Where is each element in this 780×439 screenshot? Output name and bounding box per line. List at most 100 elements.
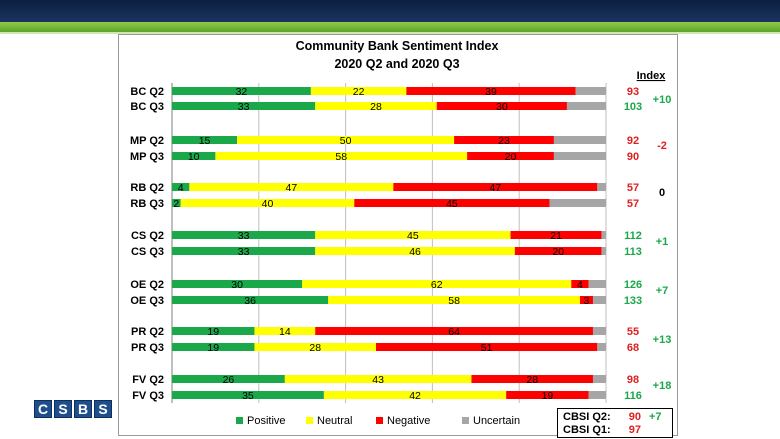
data-label: 2 [173, 198, 179, 210]
bar-segment-neutral [323, 391, 507, 399]
bar-segment-neutral [310, 87, 407, 95]
cbsi-q2-value: 90 [628, 411, 641, 423]
bar-segment-neutral [315, 102, 437, 110]
data-label: 28 [526, 374, 538, 386]
index-value: 93 [627, 86, 639, 98]
header-band [0, 0, 780, 22]
bar-segment-negative [354, 199, 550, 207]
csbs-logo: C S B S [34, 400, 112, 418]
index-header: Index [637, 70, 667, 82]
data-label: 23 [498, 135, 510, 147]
bar-segment-positive [172, 327, 255, 335]
bar-segment-neutral [315, 231, 511, 239]
bar-segment-neutral [180, 199, 355, 207]
bar-segment-neutral [284, 375, 472, 383]
bar-segment-neutral [189, 183, 394, 191]
cbsi-q2-row: CBSI Q2: 90 +7 [563, 411, 662, 424]
data-label: 47 [489, 182, 501, 194]
index-value: 113 [624, 246, 642, 258]
index-value: 116 [624, 390, 642, 402]
logo-letter: C [34, 400, 52, 418]
data-label: 20 [505, 151, 517, 163]
data-label: 64 [448, 326, 460, 338]
data-label: 50 [340, 135, 352, 147]
chart-title: Community Bank Sentiment Index [296, 39, 499, 53]
bar-segment-negative [454, 136, 554, 144]
legend-swatch [376, 417, 383, 424]
data-label: 47 [286, 182, 298, 194]
bar-segment-neutral [328, 296, 580, 304]
index-value: 68 [627, 342, 639, 354]
data-label: 33 [238, 246, 250, 258]
row-label: OE Q3 [130, 295, 164, 307]
legend-label: Uncertain [473, 415, 520, 427]
index-change: +1 [656, 236, 669, 248]
row-label: RB Q3 [130, 198, 164, 210]
data-label: 45 [446, 198, 458, 210]
data-label: 19 [542, 390, 554, 402]
data-label: 58 [448, 295, 460, 307]
data-label: 33 [238, 230, 250, 242]
bar-segment-uncertain [592, 296, 606, 304]
row-label: CS Q2 [131, 230, 164, 242]
data-label: 45 [407, 230, 419, 242]
bar-segment-uncertain [592, 375, 606, 383]
index-value: 57 [627, 198, 639, 210]
data-label: 26 [223, 374, 235, 386]
row-label: BC Q2 [130, 86, 164, 98]
bar-segment-positive [172, 102, 316, 110]
bar-segment-uncertain [588, 280, 606, 288]
cbsi-q1-value: 97 [628, 424, 641, 436]
data-label: 35 [242, 390, 254, 402]
data-label: 40 [262, 198, 274, 210]
data-label: 20 [552, 246, 564, 258]
data-label: 62 [431, 279, 443, 291]
bar-segment-negative [393, 183, 598, 191]
row-label: RB Q2 [130, 182, 164, 194]
bar-segment-negative [571, 280, 589, 288]
data-label: 43 [372, 374, 384, 386]
data-label: 30 [496, 101, 508, 113]
cbsi-q1-row: CBSI Q1: 97 [563, 424, 641, 437]
bar-segment-neutral [302, 280, 572, 288]
bar-segment-uncertain [592, 327, 606, 335]
bar-segment-positive [172, 391, 324, 399]
legend-label: Positive [247, 415, 286, 427]
cbsi-q1-label: CBSI Q1: [563, 424, 611, 436]
bar-segment-uncertain [588, 391, 606, 399]
bar-segment-positive [172, 247, 316, 255]
cbsi-summary-box: CBSI Q2: 90 +7 CBSI Q1: 97 [557, 408, 673, 438]
bar-segment-neutral [215, 152, 468, 160]
index-value: 112 [624, 230, 642, 242]
data-label: 42 [409, 390, 421, 402]
row-label: PR Q3 [131, 342, 164, 354]
row-label: BC Q3 [130, 101, 164, 113]
data-label: 51 [481, 342, 493, 354]
bar-segment-negative [467, 152, 554, 160]
bar-segment-positive [172, 152, 216, 160]
bar-segment-positive [172, 183, 190, 191]
data-label: 4 [577, 279, 583, 291]
bar-segment-negative [375, 343, 598, 351]
bar-segment-negative [510, 231, 602, 239]
data-label: 58 [335, 151, 347, 163]
data-label: 14 [279, 326, 291, 338]
data-label: 32 [236, 86, 248, 98]
data-label: 19 [207, 342, 219, 354]
logo-letter: S [94, 400, 112, 418]
bar-segment-positive [172, 280, 303, 288]
bar-segment-uncertain [553, 152, 606, 160]
bar-segment-positive [172, 296, 329, 304]
index-change: +10 [653, 94, 672, 106]
bar-segment-uncertain [549, 199, 606, 207]
row-label: FV Q3 [132, 390, 164, 402]
bar-segment-uncertain [597, 183, 606, 191]
bar-segment-negative [471, 375, 593, 383]
index-change: +18 [653, 380, 672, 392]
bar-segment-neutral [254, 327, 316, 335]
index-change: +7 [656, 285, 669, 297]
cbsi-q2-label: CBSI Q2: [563, 411, 611, 423]
bar-segment-negative [514, 247, 602, 255]
bar-segment-negative [579, 296, 593, 304]
